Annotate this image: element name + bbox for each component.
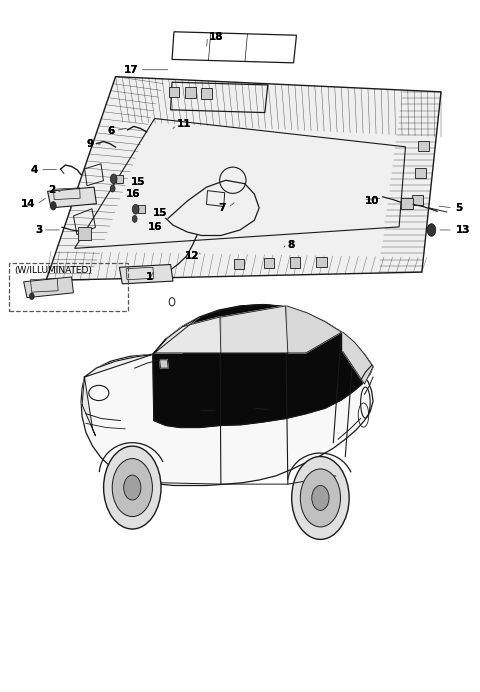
Text: 10: 10 — [364, 196, 379, 206]
Text: 8: 8 — [287, 240, 294, 251]
Circle shape — [292, 457, 349, 539]
Text: 18: 18 — [209, 32, 223, 42]
Text: 1: 1 — [145, 273, 153, 282]
Text: 7: 7 — [218, 203, 226, 213]
Circle shape — [104, 446, 161, 529]
Text: 9: 9 — [87, 139, 94, 149]
Text: 11: 11 — [177, 118, 192, 129]
Text: 5: 5 — [456, 203, 463, 213]
Polygon shape — [155, 317, 221, 353]
Text: 15: 15 — [153, 208, 168, 219]
Polygon shape — [82, 377, 96, 436]
Polygon shape — [120, 264, 173, 284]
Text: 1: 1 — [145, 273, 153, 282]
Polygon shape — [185, 87, 196, 98]
Text: 5: 5 — [456, 203, 463, 213]
Polygon shape — [343, 332, 373, 384]
Text: 13: 13 — [456, 225, 470, 235]
Circle shape — [132, 215, 137, 222]
Polygon shape — [78, 227, 91, 239]
Circle shape — [124, 475, 141, 500]
Text: 12: 12 — [185, 251, 199, 261]
Circle shape — [112, 459, 153, 517]
Polygon shape — [153, 304, 373, 428]
Text: (W/ILLUMINATED): (W/ILLUMINATED) — [14, 266, 92, 275]
Text: 4: 4 — [31, 165, 38, 175]
Text: 4: 4 — [31, 165, 38, 175]
Circle shape — [29, 293, 34, 300]
Text: 16: 16 — [148, 222, 163, 233]
Text: 8: 8 — [287, 240, 294, 251]
Polygon shape — [415, 167, 426, 178]
Circle shape — [110, 185, 115, 192]
Polygon shape — [169, 86, 180, 97]
Polygon shape — [418, 140, 429, 151]
Text: 14: 14 — [21, 199, 35, 210]
Polygon shape — [287, 306, 341, 353]
Text: 6: 6 — [108, 125, 115, 136]
Text: 13: 13 — [456, 225, 470, 235]
Polygon shape — [222, 306, 288, 353]
Text: 2: 2 — [48, 185, 56, 195]
Circle shape — [427, 224, 436, 236]
Text: 16: 16 — [126, 189, 141, 199]
Circle shape — [50, 201, 56, 210]
Text: 10: 10 — [364, 196, 379, 206]
Polygon shape — [412, 195, 423, 206]
Text: 3: 3 — [36, 225, 43, 235]
Polygon shape — [401, 198, 412, 209]
Text: 2: 2 — [48, 185, 56, 195]
Text: 15: 15 — [153, 208, 168, 219]
Polygon shape — [46, 77, 441, 280]
Polygon shape — [316, 257, 327, 267]
Polygon shape — [84, 339, 166, 377]
Text: 16: 16 — [148, 222, 163, 233]
Polygon shape — [81, 347, 373, 486]
Text: 9: 9 — [87, 139, 94, 149]
Text: 3: 3 — [36, 225, 43, 235]
Text: 16: 16 — [126, 189, 141, 199]
Text: 12: 12 — [185, 251, 199, 261]
Circle shape — [110, 174, 117, 183]
Polygon shape — [138, 205, 145, 213]
Polygon shape — [24, 277, 73, 298]
Polygon shape — [264, 258, 274, 268]
Text: 11: 11 — [177, 118, 192, 129]
Polygon shape — [159, 360, 168, 368]
Text: 6: 6 — [108, 125, 115, 136]
Text: 17: 17 — [124, 65, 139, 75]
Text: 17: 17 — [124, 65, 139, 75]
Polygon shape — [153, 317, 199, 354]
Polygon shape — [116, 174, 123, 183]
Polygon shape — [290, 257, 300, 268]
Text: 15: 15 — [131, 176, 145, 187]
Polygon shape — [153, 327, 182, 354]
Circle shape — [300, 469, 340, 527]
Polygon shape — [234, 259, 244, 269]
Polygon shape — [48, 187, 96, 208]
Text: 7: 7 — [218, 203, 226, 213]
Text: 15: 15 — [131, 176, 145, 187]
Circle shape — [132, 204, 139, 214]
Text: 14: 14 — [21, 199, 35, 210]
Polygon shape — [202, 88, 212, 98]
Circle shape — [312, 486, 329, 511]
Text: 18: 18 — [209, 32, 223, 42]
Bar — [9, 263, 128, 311]
